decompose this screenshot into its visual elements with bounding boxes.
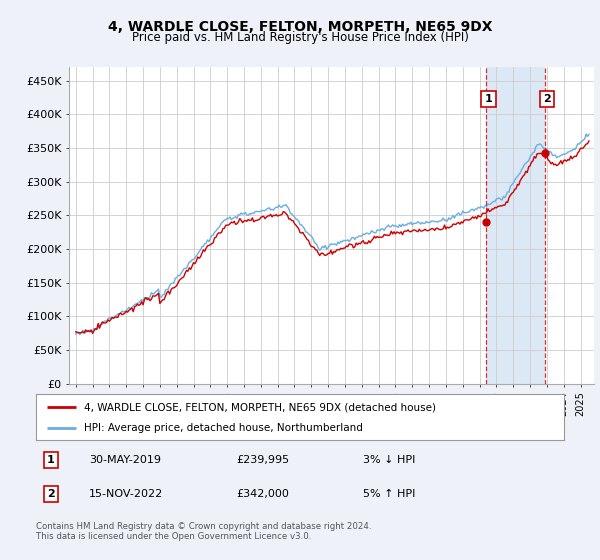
Text: 4, WARDLE CLOSE, FELTON, MORPETH, NE65 9DX (detached house): 4, WARDLE CLOSE, FELTON, MORPETH, NE65 9… bbox=[83, 403, 436, 413]
Text: 15-NOV-2022: 15-NOV-2022 bbox=[89, 489, 163, 500]
Text: 2: 2 bbox=[47, 489, 55, 500]
Text: HPI: Average price, detached house, Northumberland: HPI: Average price, detached house, Nort… bbox=[83, 423, 362, 433]
Text: 30-MAY-2019: 30-MAY-2019 bbox=[89, 455, 161, 465]
Text: 2: 2 bbox=[544, 94, 551, 104]
Text: 5% ↑ HPI: 5% ↑ HPI bbox=[364, 489, 416, 500]
Bar bbox=[486, 67, 545, 384]
Text: £342,000: £342,000 bbox=[236, 489, 290, 500]
Text: 1: 1 bbox=[484, 94, 492, 104]
Text: 4, WARDLE CLOSE, FELTON, MORPETH, NE65 9DX: 4, WARDLE CLOSE, FELTON, MORPETH, NE65 9… bbox=[108, 20, 492, 34]
Text: Price paid vs. HM Land Registry's House Price Index (HPI): Price paid vs. HM Land Registry's House … bbox=[131, 31, 469, 44]
Text: Contains HM Land Registry data © Crown copyright and database right 2024.
This d: Contains HM Land Registry data © Crown c… bbox=[36, 522, 371, 542]
Text: 3% ↓ HPI: 3% ↓ HPI bbox=[364, 455, 416, 465]
Text: £239,995: £239,995 bbox=[236, 455, 290, 465]
Text: 1: 1 bbox=[47, 455, 55, 465]
